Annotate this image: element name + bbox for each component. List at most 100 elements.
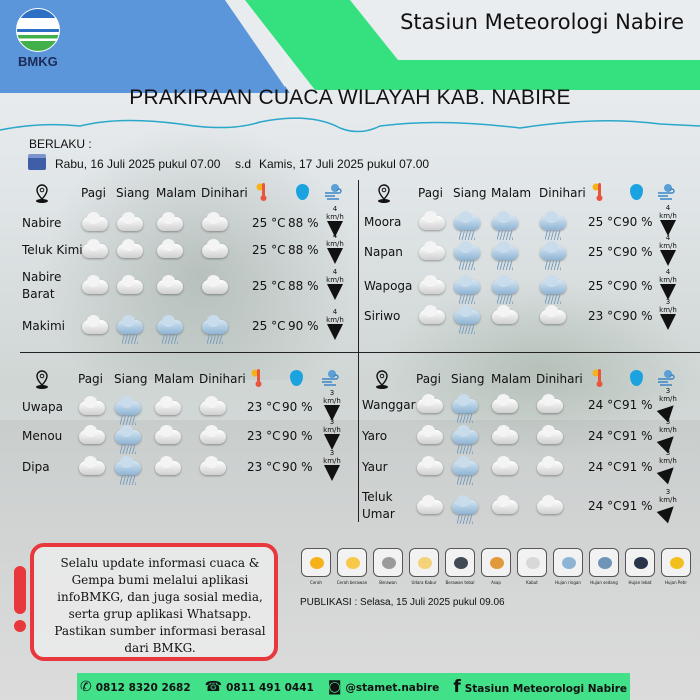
legend-swatch	[562, 557, 576, 569]
cloudy-icon	[535, 455, 565, 483]
temperature: 25 °C	[252, 279, 286, 293]
rain-drops	[457, 475, 473, 485]
wind-direction-arrow-icon	[656, 500, 680, 524]
light-rain-icon	[155, 314, 185, 344]
cloud-shape	[155, 425, 181, 444]
wind-indicator: 3 km/h	[656, 449, 680, 485]
light-rain-icon	[538, 240, 568, 270]
temperature: 25 °C	[588, 279, 622, 293]
humidity: 88 %	[288, 243, 319, 257]
bmkg-logo-text: BMKG	[18, 54, 58, 69]
cloud-shape	[155, 396, 181, 415]
wind-direction-arrow-icon	[327, 284, 343, 300]
light-rain-icon	[450, 455, 480, 485]
legend-swatch	[418, 557, 432, 569]
cloudy-icon	[80, 274, 110, 302]
location-name: Makimi	[22, 319, 66, 333]
cloudy-icon	[490, 393, 520, 421]
legend-item: Hujan Petir	[660, 548, 692, 585]
validity-separator: s.d	[235, 157, 252, 171]
footer-phone[interactable]: ✆ 0812 8320 2682	[80, 679, 191, 695]
header-title-band	[350, 0, 700, 60]
temperature: 24 °C	[588, 429, 622, 443]
rain-drops	[545, 294, 561, 304]
cloudy-icon	[77, 395, 107, 423]
cloudy-icon	[415, 494, 445, 522]
legend-label: Hujan sedang	[590, 580, 618, 585]
light-rain-icon	[452, 304, 482, 334]
humidity: 90 %	[622, 309, 653, 323]
cloud-shape	[157, 275, 183, 294]
temperature: 23 °C	[247, 429, 281, 443]
legend-item: Hujan ringan	[552, 548, 584, 585]
validity-from: Rabu, 16 Juli 2025 pukul 07.00	[55, 157, 221, 171]
footer-instagram[interactable]: ◙ @stamet.nabire	[328, 679, 440, 695]
cloud-shape	[419, 275, 445, 294]
wind-indicator: 3 km/h	[656, 488, 680, 524]
legend-label: Hujan ringan	[555, 580, 581, 585]
cloudy-icon	[153, 455, 183, 483]
facebook-page: Stasiun Meteorologi Nabire	[464, 682, 628, 695]
column-header-pagi: Pagi	[78, 372, 104, 386]
light-rain-icon	[113, 455, 143, 485]
column-header-malam: Malam	[491, 186, 532, 200]
wind-direction-arrow-icon	[324, 405, 340, 421]
legend-icon-hujan-lebat-icon	[625, 548, 655, 577]
column-header-siang: Siang	[453, 186, 487, 200]
wind-direction-arrow-icon	[660, 250, 676, 266]
wind-indicator: 4 km/h	[656, 234, 680, 266]
bmkg-logo-emblem	[16, 8, 60, 52]
rain-drops	[545, 230, 561, 240]
humidity-icon	[290, 370, 303, 386]
cloudy-icon	[535, 494, 565, 522]
rain-drops	[459, 230, 475, 240]
location-name: Teluk Kimi	[22, 243, 83, 257]
humidity: 90 %	[622, 215, 653, 229]
rain-drops	[162, 334, 178, 344]
location-name: Dipa	[22, 460, 50, 474]
cloudy-icon	[415, 393, 445, 421]
wind-indicator: 3 km/h	[320, 449, 344, 481]
wind-indicator: 4 km/h	[323, 268, 347, 300]
footer-tel[interactable]: ☎ 0811 491 0441	[205, 679, 314, 695]
wind-speed: 3 km/h	[659, 418, 677, 434]
wind-icon	[320, 369, 342, 387]
cloudy-icon	[490, 494, 520, 522]
rain-drops	[120, 415, 136, 425]
cloudy-icon	[80, 211, 110, 239]
legend-label: Cerah berawan	[336, 580, 368, 585]
cloud-shape	[537, 456, 563, 475]
cloud-shape	[155, 456, 181, 475]
cloudy-icon	[417, 274, 447, 302]
cloud-shape	[492, 241, 518, 260]
divider-horizontal	[20, 352, 700, 353]
wind-speed: 3 km/h	[323, 418, 341, 434]
cloudy-icon	[77, 455, 107, 483]
wind-direction-arrow-icon	[660, 220, 676, 236]
legend-swatch	[670, 557, 684, 569]
temperature: 24 °C	[588, 499, 622, 513]
humidity: 90 %	[282, 400, 313, 414]
telephone-number: 0811 491 0441	[226, 681, 314, 694]
cloudy-icon	[153, 395, 183, 423]
wind-indicator: 4 km/h	[323, 308, 347, 340]
cloud-shape	[454, 275, 480, 294]
footer-facebook[interactable]: f Stasiun Meteorologi Nabire	[453, 677, 627, 697]
location-name: Yaur	[362, 460, 388, 474]
cloud-shape	[492, 495, 518, 514]
wind-indicator: 4 km/h	[656, 268, 680, 300]
cloud-shape	[454, 305, 480, 324]
temperature: 25 °C	[252, 216, 286, 230]
legend-icon-berawan-icon	[373, 548, 403, 577]
phone-icon: ✆	[79, 678, 92, 695]
wind-indicator: 3 km/h	[320, 418, 344, 450]
legend-icon-hujan-ringan-icon	[553, 548, 583, 577]
temperature: 24 °C	[588, 460, 622, 474]
cloudy-icon	[80, 314, 110, 342]
cloud-shape	[117, 212, 143, 231]
cloud-shape	[157, 239, 183, 258]
legend-item: Berawan tebal	[444, 548, 476, 585]
humidity: 88 %	[288, 279, 319, 293]
humidity-icon	[630, 370, 643, 386]
humidity: 90 %	[288, 319, 319, 333]
